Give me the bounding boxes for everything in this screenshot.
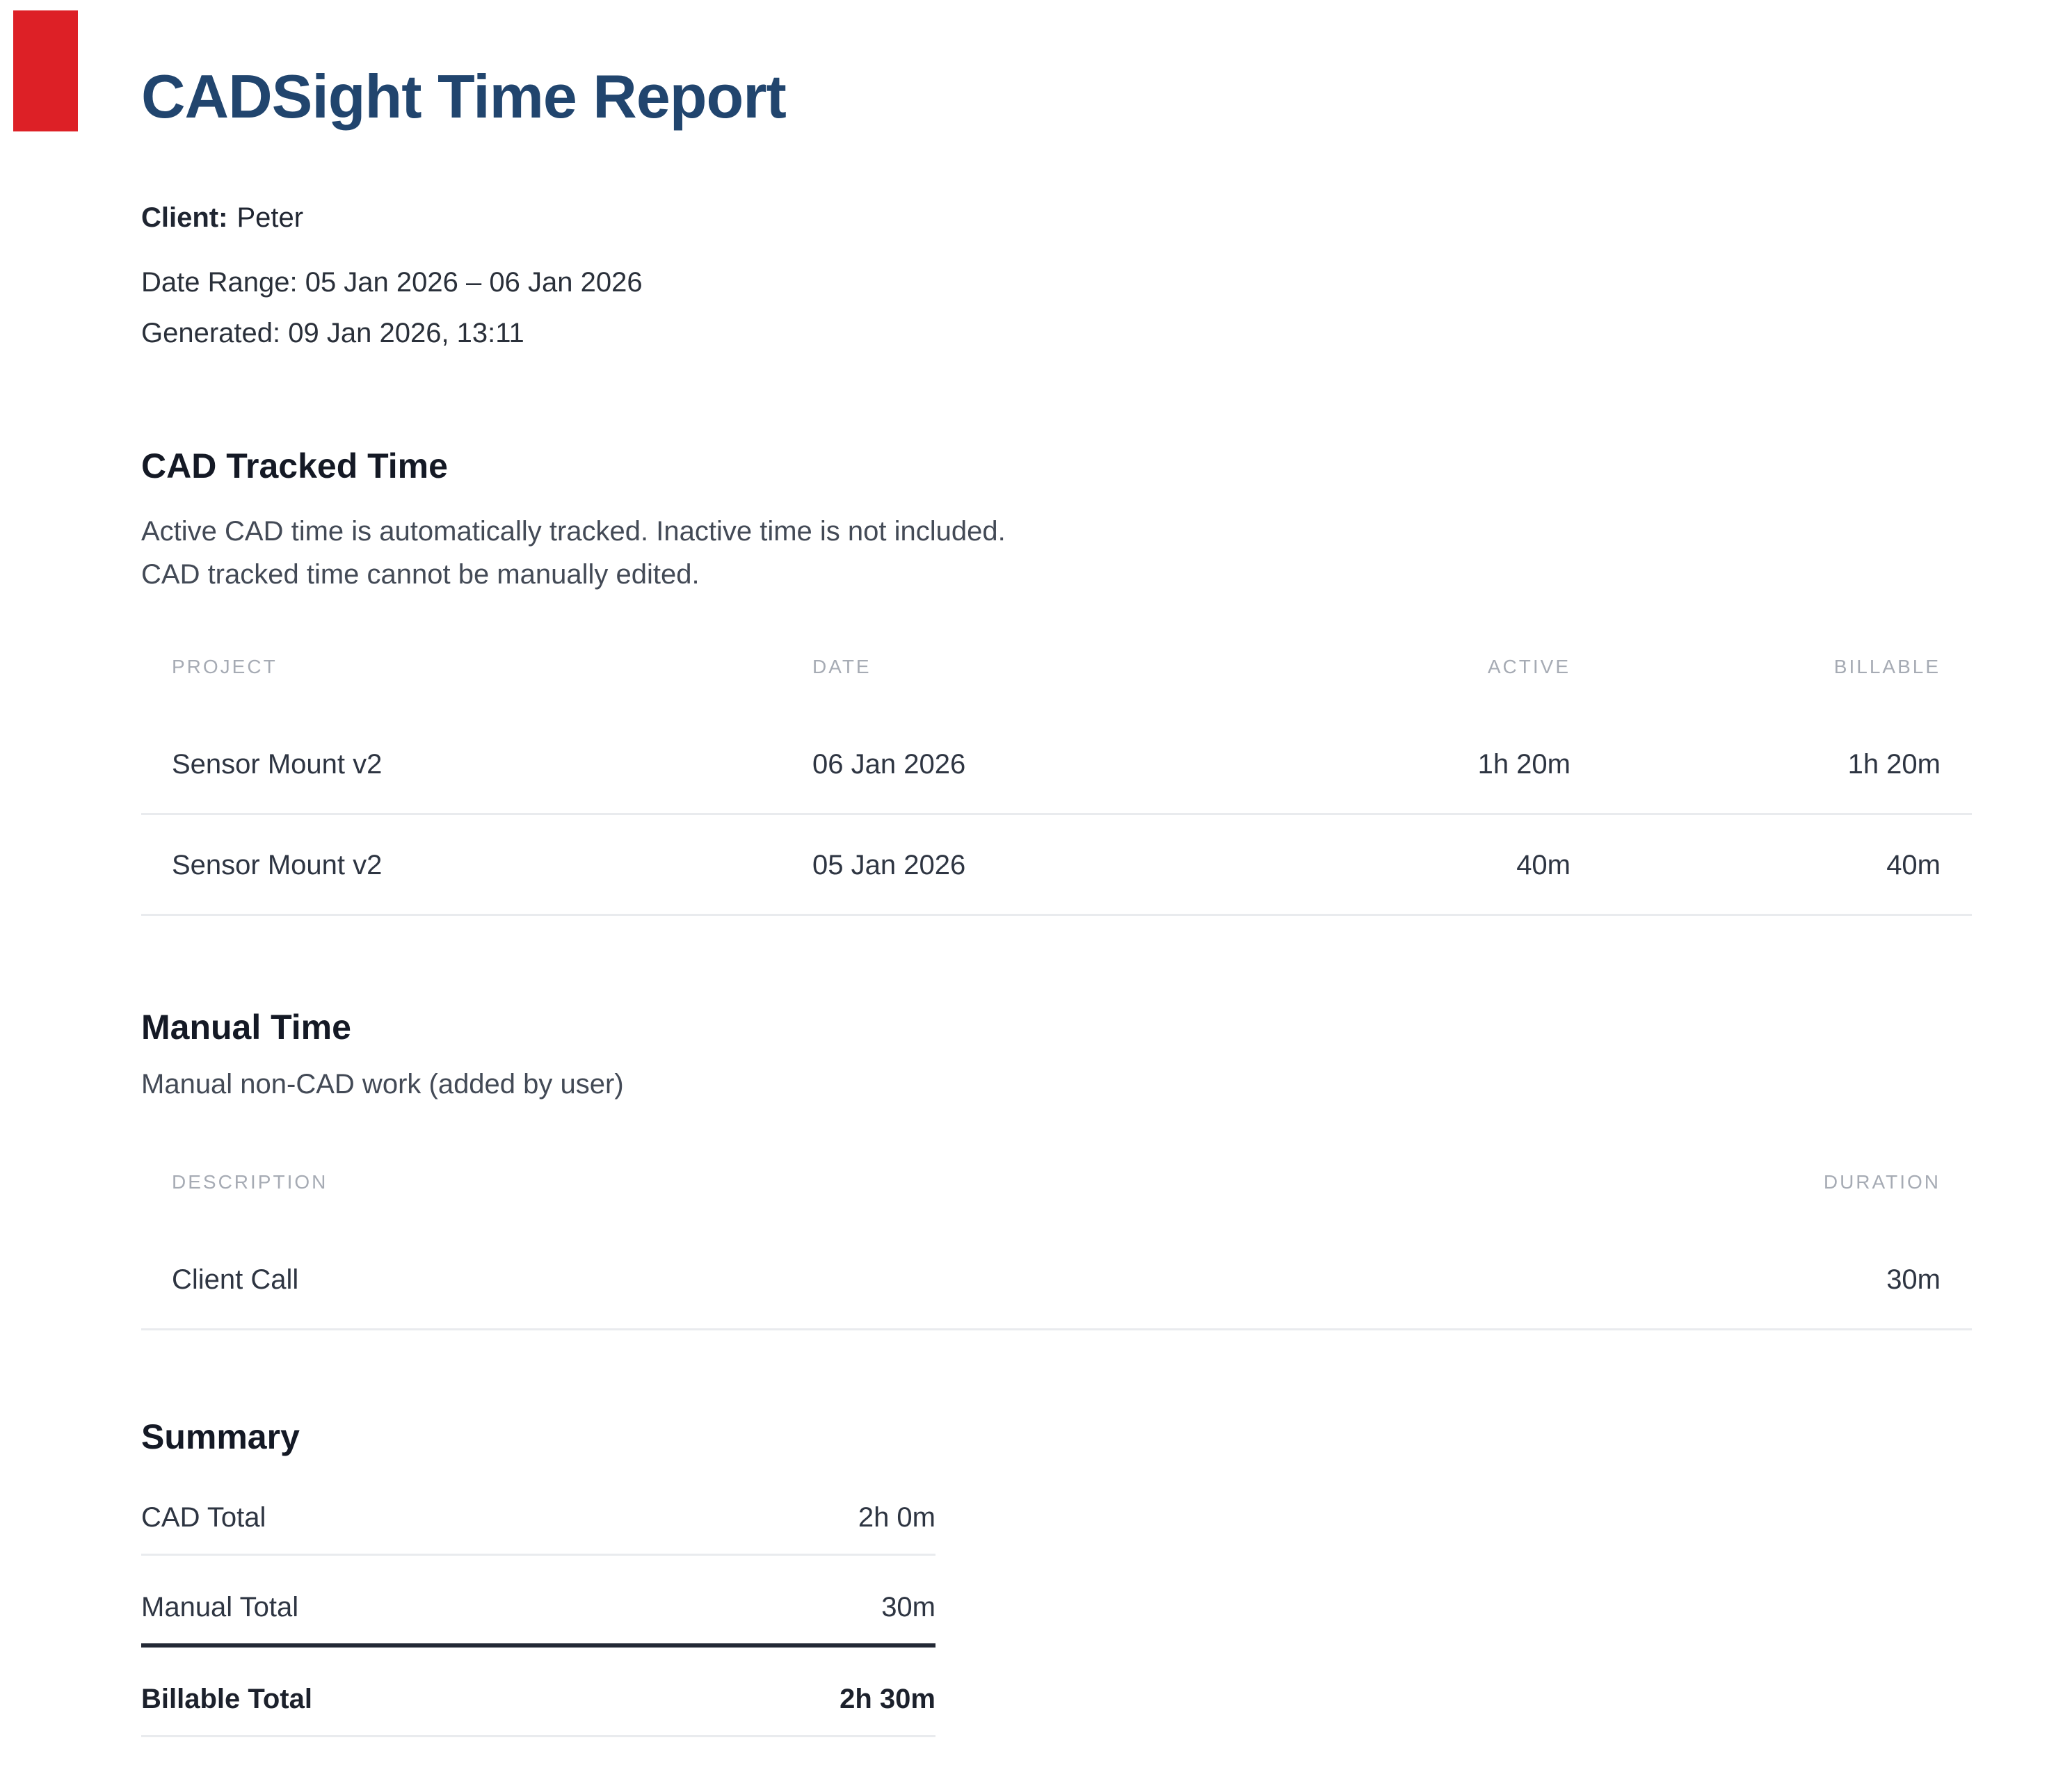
page-title: CADSight Time Report (141, 62, 787, 131)
cell-date: 06 Jan 2026 (812, 714, 1299, 815)
cell-billable: 40m (1571, 814, 1972, 916)
summary-row-billable-total: Billable Total 2h 30m (141, 1645, 935, 1737)
column-header-active: ACTIVE (1487, 656, 1571, 677)
column-header-billable: BILLABLE (1833, 656, 1941, 677)
cad-table-header-row: PROJECT DATE ACTIVE BILLABLE (141, 655, 1972, 714)
client-label: Client: (141, 202, 228, 233)
cad-tracked-time-table: PROJECT DATE ACTIVE BILLABLE Sensor Moun… (141, 655, 1972, 916)
cell-description: Client Call (141, 1230, 1393, 1330)
cell-active: 1h 20m (1299, 714, 1571, 815)
summary-value: 2h 0m (628, 1466, 935, 1556)
cad-description-line-1: Active CAD time is automatically tracked… (141, 516, 1006, 547)
summary-value: 30m (628, 1554, 935, 1648)
cad-description-line-2: CAD tracked time cannot be manually edit… (141, 559, 700, 590)
date-range-line: Date Range: 05 Jan 2026 – 06 Jan 2026 (141, 267, 643, 298)
table-row: Sensor Mount v2 06 Jan 2026 1h 20m 1h 20… (141, 714, 1972, 815)
cell-billable: 1h 20m (1571, 714, 1972, 815)
manual-section-heading: Manual Time (141, 1008, 351, 1047)
cad-section-heading: CAD Tracked Time (141, 446, 448, 485)
table-row: Client Call 30m (141, 1230, 1972, 1330)
cell-duration: 30m (1393, 1230, 1972, 1330)
report-page: CADSight Time Report Client: Peter Date R… (141, 61, 1972, 1737)
table-row: Sensor Mount v2 05 Jan 2026 40m 40m (141, 814, 1972, 916)
column-header-duration: DURATION (1823, 1171, 1941, 1193)
manual-section-description: Manual non-CAD work (added by user) (141, 1069, 624, 1100)
summary-label: CAD Total (141, 1466, 628, 1556)
red-marker (13, 10, 78, 131)
summary-table: CAD Total 2h 0m Manual Total 30m Billabl… (141, 1466, 935, 1737)
summary-label: Manual Total (141, 1554, 628, 1648)
column-header-description: DESCRIPTION (172, 1171, 328, 1193)
summary-row-manual-total: Manual Total 30m (141, 1554, 935, 1648)
manual-table-header-row: DESCRIPTION DURATION (141, 1170, 1972, 1230)
summary-value: 2h 30m (628, 1645, 935, 1737)
client-name: Peter (236, 202, 304, 233)
column-header-project: PROJECT (172, 656, 278, 677)
client-line: Client: Peter (141, 201, 1972, 234)
cad-section-description: Active CAD time is automatically tracked… (141, 510, 1972, 596)
manual-time-table: DESCRIPTION DURATION Client Call 30m (141, 1170, 1972, 1330)
cell-project: Sensor Mount v2 (141, 714, 812, 815)
cell-project: Sensor Mount v2 (141, 814, 812, 916)
summary-row-cad-total: CAD Total 2h 0m (141, 1466, 935, 1556)
cell-date: 05 Jan 2026 (812, 814, 1299, 916)
summary-label: Billable Total (141, 1645, 628, 1737)
cell-active: 40m (1299, 814, 1571, 916)
column-header-date: DATE (812, 656, 872, 677)
generated-line: Generated: 09 Jan 2026, 13:11 (141, 318, 524, 348)
summary-section-heading: Summary (141, 1417, 300, 1456)
